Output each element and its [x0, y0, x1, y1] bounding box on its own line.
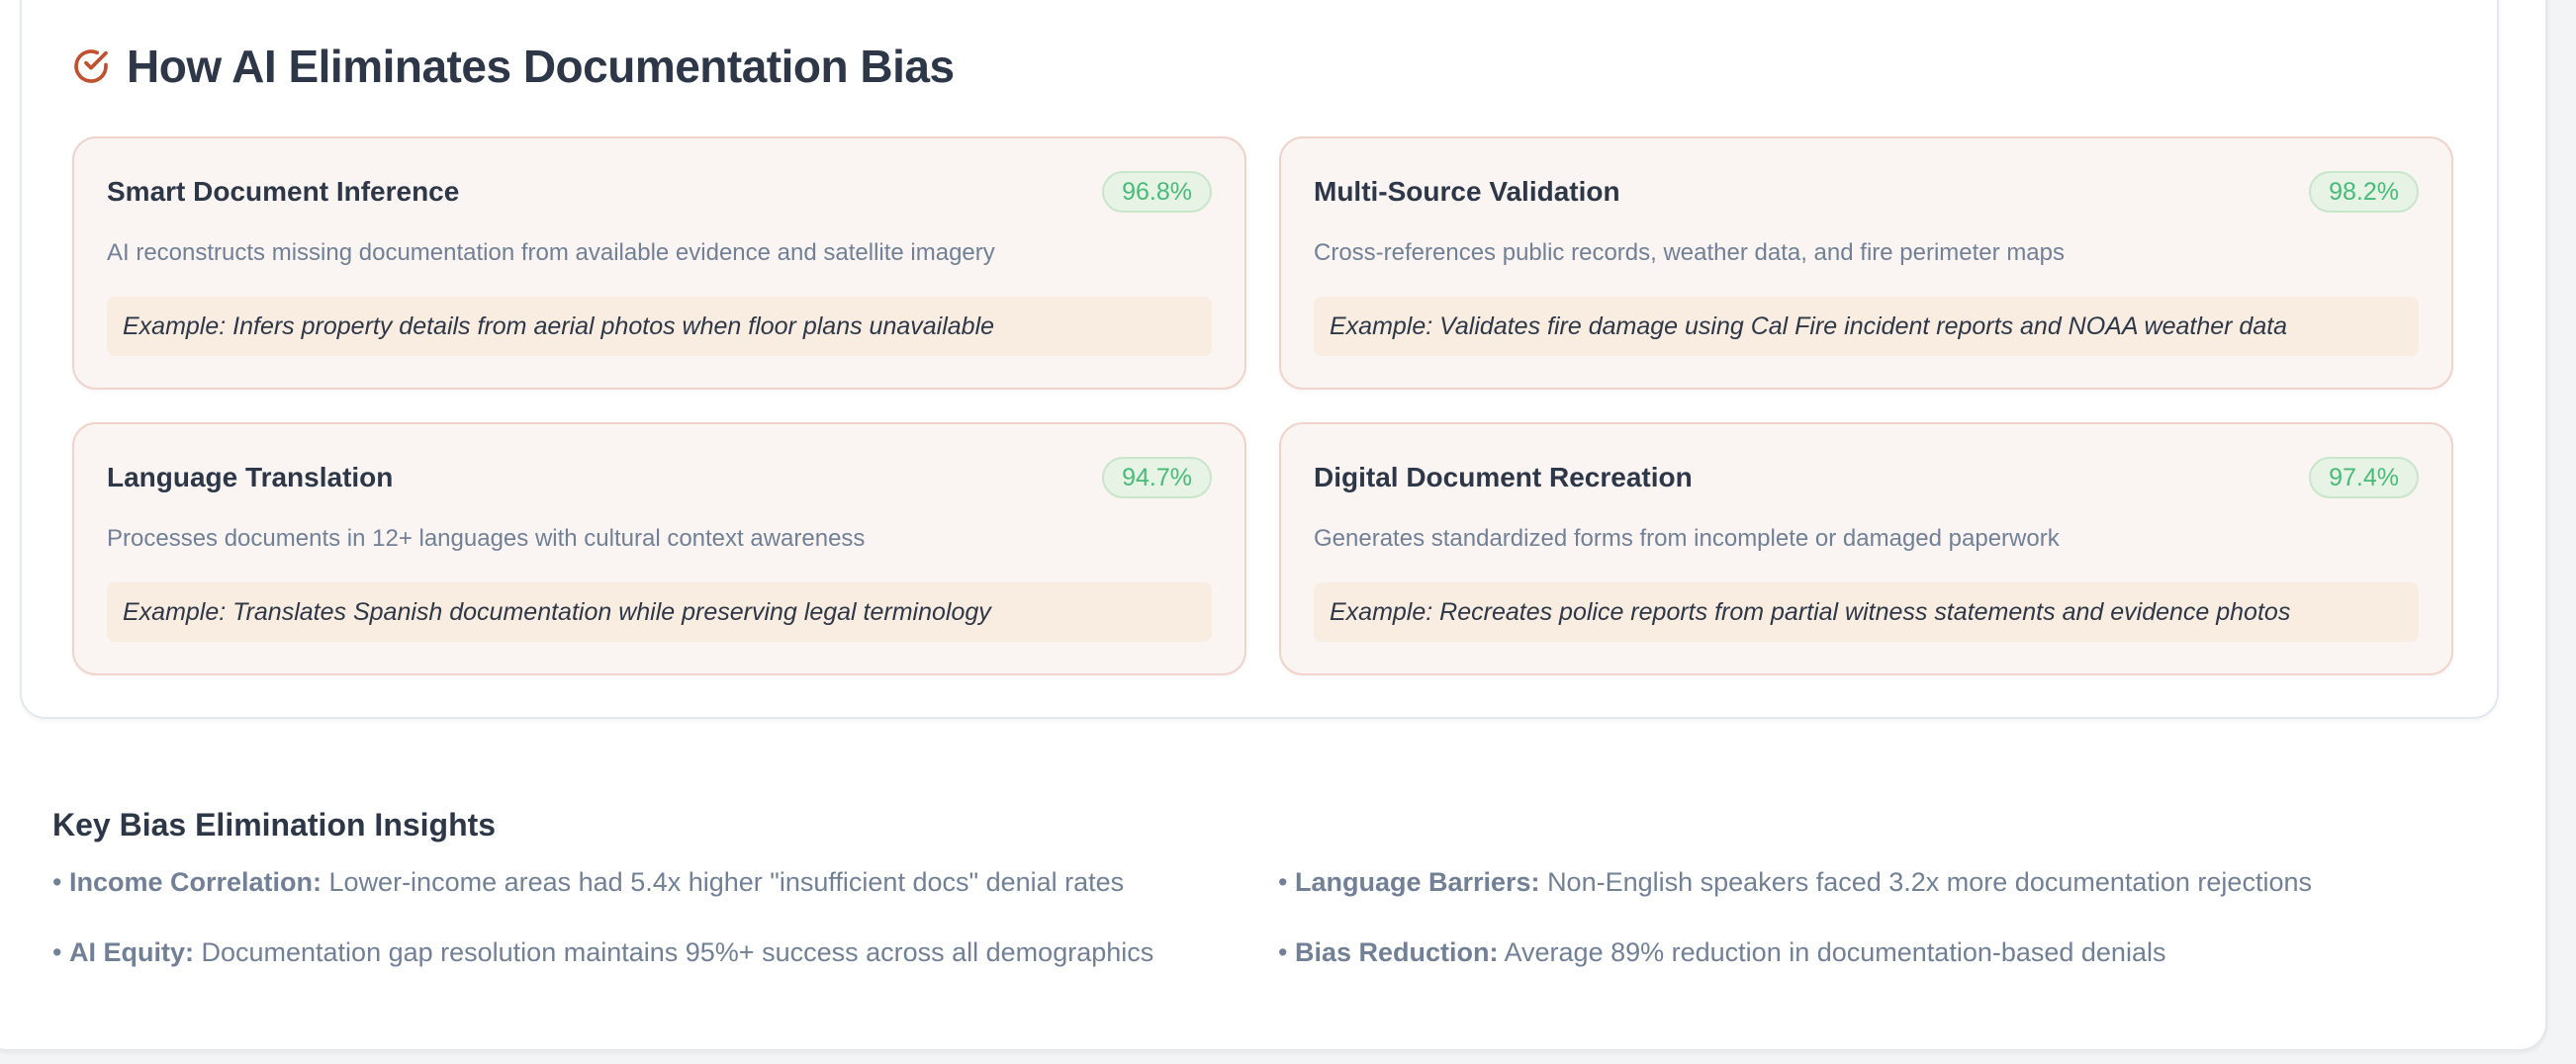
method-card: Smart Document Inference 96.8% AI recons…: [72, 136, 1246, 390]
insights-heading: Key Bias Elimination Insights: [52, 807, 497, 842]
card-title: Digital Document Recreation: [1314, 462, 1693, 492]
accuracy-badge: 98.2%: [2309, 171, 2419, 213]
method-card: Multi-Source Validation 98.2% Cross-refe…: [1279, 136, 2453, 390]
method-card: Language Translation 94.7% Processes doc…: [72, 422, 1246, 675]
card-example: Example: Infers property details from ae…: [107, 297, 1212, 356]
insight-item: • Language Barriers: Non-English speaker…: [1278, 867, 2312, 897]
card-title: Language Translation: [107, 462, 394, 492]
card-example: Example: Recreates police reports from p…: [1314, 582, 2419, 642]
check-circle-icon: [74, 49, 108, 83]
card-example: Example: Translates Spanish documentatio…: [107, 582, 1212, 642]
section-title: How AI Eliminates Documentation Bias: [127, 41, 955, 92]
accuracy-badge: 94.7%: [1102, 457, 1212, 498]
section-header: How AI Eliminates Documentation Bias: [71, 40, 955, 93]
insight-item: • AI Equity: Documentation gap resolutio…: [52, 937, 1154, 967]
card-description: AI reconstructs missing documentation fr…: [107, 239, 995, 266]
insight-label: AI Equity:: [68, 937, 194, 967]
card-description: Processes documents in 12+ languages wit…: [107, 525, 866, 552]
card-description: Cross-references public records, weather…: [1314, 239, 2065, 266]
card-title: Smart Document Inference: [107, 176, 460, 207]
card-description: Generates standardized forms from incomp…: [1314, 525, 2060, 552]
accuracy-badge: 97.4%: [2309, 457, 2419, 498]
insight-text: Documentation gap resolution maintains 9…: [201, 937, 1154, 967]
card-title: Multi-Source Validation: [1314, 176, 1620, 207]
insight-item: • Income Correlation: Lower-income areas…: [52, 867, 1125, 897]
insight-text: Lower-income areas had 5.4x higher "insu…: [328, 867, 1125, 897]
card-example: Example: Validates fire damage using Cal…: [1314, 297, 2419, 356]
insight-text: Average 89% reduction in documentation-b…: [1504, 937, 2166, 967]
insight-text: Non-English speakers faced 3.2x more doc…: [1547, 867, 2312, 897]
method-card: Digital Document Recreation 97.4% Genera…: [1279, 422, 2453, 675]
insight-item: • Bias Reduction: Average 89% reduction …: [1278, 937, 2166, 967]
insight-label: Language Barriers:: [1294, 867, 1540, 897]
accuracy-badge: 96.8%: [1102, 171, 1212, 213]
bias-elimination-panel: How AI Eliminates Documentation Bias Sma…: [20, 0, 2499, 719]
insight-label: Income Correlation:: [68, 867, 322, 897]
insight-label: Bias Reduction:: [1294, 937, 1499, 967]
